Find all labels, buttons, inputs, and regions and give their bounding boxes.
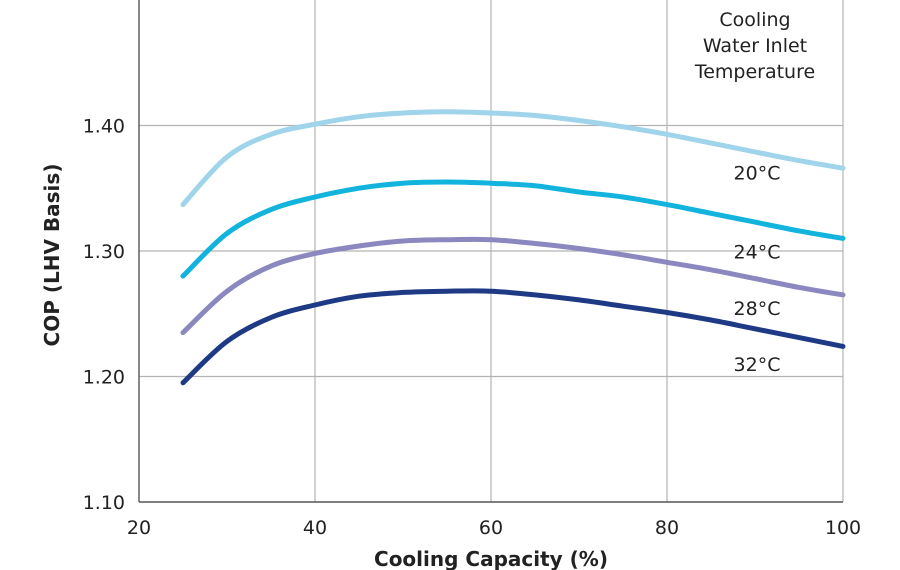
- series-label-4: 32°C: [734, 354, 781, 376]
- series-line-1: [180, 109, 846, 208]
- series-lines: [180, 109, 846, 386]
- x-tick-label-40: 40: [303, 517, 327, 539]
- y-tick-labels: 1.10 1.20 1.30 1.40: [83, 116, 125, 515]
- y-tick-label-2: 1.30: [83, 241, 125, 263]
- legend-title-line-1: Cooling: [719, 9, 790, 31]
- x-tick-label-20: 20: [127, 517, 151, 539]
- grid-lines: [139, 0, 844, 502]
- x-tick-label-80: 80: [655, 517, 679, 539]
- x-tick-labels: 20 40 60 80 100: [127, 517, 861, 539]
- legend-title-line-2: Water Inlet: [703, 35, 807, 57]
- y-tick-label-0: 1.10: [83, 492, 125, 514]
- x-axis-title: Cooling Capacity (%): [374, 547, 608, 570]
- series-label-1: 20°C: [734, 162, 781, 184]
- y-tick-label-3: 1.40: [83, 116, 125, 138]
- series-label-3: 28°C: [734, 298, 781, 320]
- series-line-3: [180, 236, 846, 336]
- legend-title-line-3: Temperature: [694, 61, 815, 83]
- x-tick-label-60: 60: [479, 517, 503, 539]
- x-tick-label-100: 100: [825, 517, 861, 539]
- y-axis-title: COP (LHV Basis): [40, 164, 64, 347]
- axes: [138, 0, 843, 503]
- series-line-4: [180, 288, 846, 386]
- y-tick-label-1: 1.20: [83, 367, 125, 389]
- series-labels: 20°C 24°C 28°C 32°C: [734, 162, 781, 376]
- series-label-2: 24°C: [734, 242, 781, 264]
- legend-title: Cooling Water Inlet Temperature: [694, 9, 815, 83]
- series-line-2: [180, 179, 846, 279]
